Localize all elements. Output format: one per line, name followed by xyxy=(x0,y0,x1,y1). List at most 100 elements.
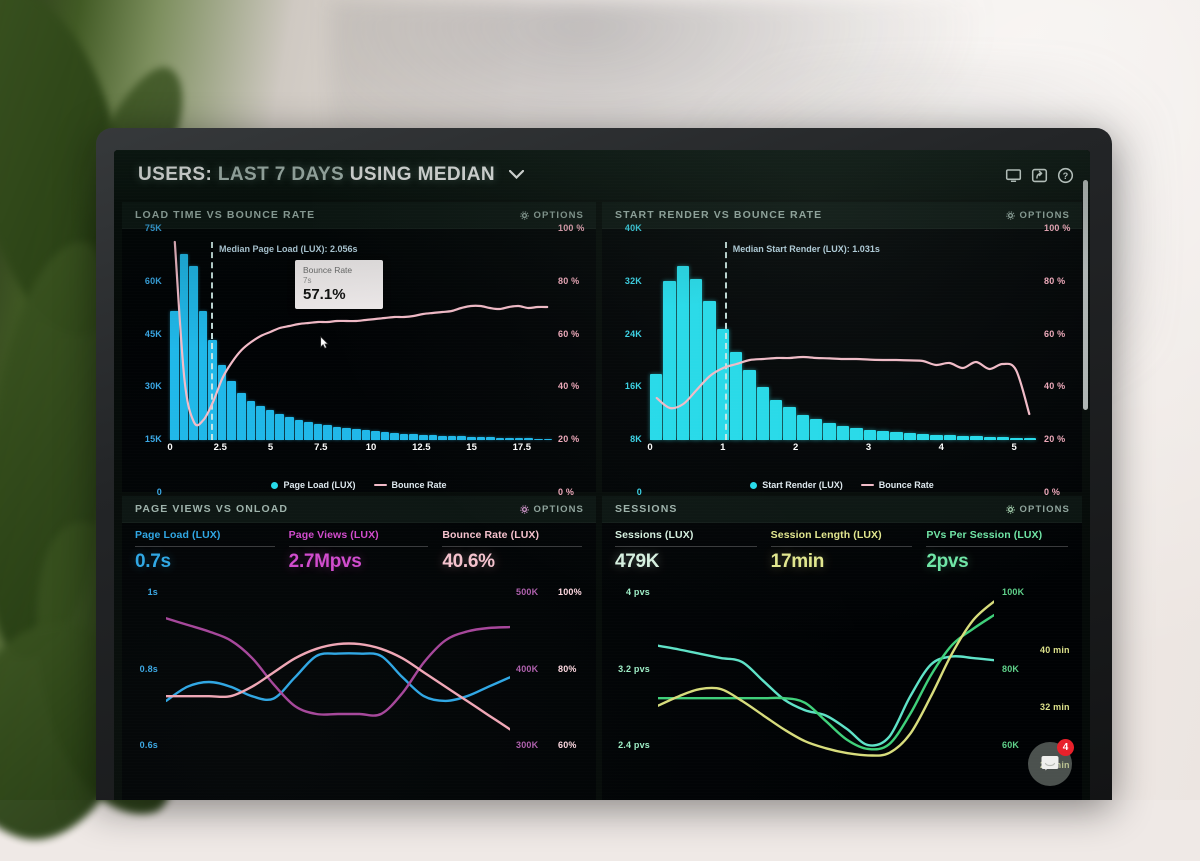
histogram-bar[interactable] xyxy=(332,426,342,440)
histogram-bar[interactable] xyxy=(198,310,208,440)
histogram-bar[interactable] xyxy=(438,435,447,440)
histogram-bar[interactable] xyxy=(663,280,676,440)
histogram-bar[interactable] xyxy=(876,431,890,440)
histogram-bar[interactable] xyxy=(690,279,703,440)
metric-card[interactable]: Page Views (LUX) 2.7Mpvs xyxy=(288,529,443,573)
histogram-bar[interactable] xyxy=(447,435,457,440)
options-button[interactable]: OPTIONS xyxy=(519,210,584,221)
histogram-bar[interactable] xyxy=(227,380,237,440)
metric-card[interactable]: Session Length (LUX) 17min xyxy=(770,529,927,573)
histogram-bar[interactable] xyxy=(783,407,796,440)
histogram-bar[interactable] xyxy=(836,425,850,440)
histogram-bar[interactable] xyxy=(930,434,943,440)
histogram-bar[interactable] xyxy=(756,386,770,440)
options-button[interactable]: OPTIONS xyxy=(519,504,584,515)
histogram-bar[interactable] xyxy=(996,437,1010,440)
metric-card[interactable]: Sessions (LUX) 479K xyxy=(615,529,771,573)
histogram-bar[interactable] xyxy=(284,417,294,440)
histogram-bar[interactable] xyxy=(1023,437,1036,440)
histogram-bar[interactable] xyxy=(476,437,486,440)
histogram-bar[interactable] xyxy=(703,301,716,440)
histogram-bar[interactable] xyxy=(810,419,823,440)
histogram-bar[interactable] xyxy=(943,435,956,440)
histogram-bar[interactable] xyxy=(323,425,332,440)
options-button[interactable]: OPTIONS xyxy=(1005,504,1070,515)
legend-item[interactable]: Page Load (LUX) xyxy=(271,480,356,490)
metric-card[interactable]: PVs Per Session (LUX) 2pvs xyxy=(926,529,1082,573)
page-scrollbar[interactable] xyxy=(1083,180,1088,410)
page-title[interactable]: USERS: LAST 7 DAYS USING MEDIAN xyxy=(138,164,524,186)
histogram-bar[interactable] xyxy=(304,421,313,440)
page-load-histogram[interactable] xyxy=(170,238,553,440)
histogram-bar[interactable] xyxy=(1010,437,1023,440)
panel-body: 0 8K 16K 24K 32K 40K 0 % 20 % 40 % 60 % 80 % 100 %… xyxy=(602,223,1082,497)
histogram-bar[interactable] xyxy=(246,400,256,440)
histogram-bar[interactable] xyxy=(361,430,371,440)
metric-card[interactable]: Bounce Rate (LUX) 40.6% xyxy=(442,529,596,573)
histogram-bar[interactable] xyxy=(256,406,265,440)
histogram-bar[interactable] xyxy=(170,310,179,440)
histogram-bar[interactable] xyxy=(237,392,246,440)
histogram-bar[interactable] xyxy=(796,414,810,440)
histogram-bar[interactable] xyxy=(730,352,743,440)
monitor-icon[interactable] xyxy=(1005,167,1022,184)
histogram-bar[interactable] xyxy=(351,429,361,440)
plot-area[interactable]: Median Start Render (LUX): 1.031s xyxy=(650,238,1036,440)
svg-text:?: ? xyxy=(1063,171,1068,181)
histogram-bar[interactable] xyxy=(294,419,304,440)
histogram-bar[interactable] xyxy=(543,438,553,440)
histogram-bar[interactable] xyxy=(524,438,533,440)
histogram-bar[interactable] xyxy=(275,414,284,440)
histogram-bar[interactable] xyxy=(409,434,419,440)
histogram-bar[interactable] xyxy=(466,436,476,440)
histogram-bar[interactable] xyxy=(457,436,466,440)
histogram-bar[interactable] xyxy=(390,433,399,440)
histogram-bar[interactable] xyxy=(380,432,390,440)
histogram-bar[interactable] xyxy=(179,254,189,440)
histogram-bar[interactable] xyxy=(743,370,756,440)
histogram-bar[interactable] xyxy=(823,422,836,440)
legend-item[interactable]: Start Render (LUX) xyxy=(750,480,843,490)
legend-label: Start Render (LUX) xyxy=(762,480,843,490)
histogram-bar[interactable] xyxy=(505,437,514,440)
histogram-bar[interactable] xyxy=(863,429,876,440)
histogram-bar[interactable] xyxy=(533,438,543,440)
histogram-bar[interactable] xyxy=(770,399,783,440)
start-render-histogram[interactable] xyxy=(650,238,1036,440)
histogram-bar[interactable] xyxy=(916,434,930,440)
plot-area[interactable]: Median Page Load (LUX): 2.056s Bounce Ra… xyxy=(170,238,553,440)
histogram-bar[interactable] xyxy=(419,434,428,440)
sparkline-group xyxy=(658,592,994,772)
histogram-bar[interactable] xyxy=(428,435,438,440)
chevron-down-icon[interactable] xyxy=(508,163,524,185)
histogram-bar[interactable] xyxy=(903,433,916,440)
histogram-bar[interactable] xyxy=(265,410,275,440)
histogram-bar[interactable] xyxy=(495,437,505,440)
legend-item[interactable]: Bounce Rate xyxy=(860,480,934,490)
histogram-bar[interactable] xyxy=(399,433,409,440)
histogram-bar[interactable] xyxy=(850,428,863,440)
histogram-bar[interactable] xyxy=(676,265,690,440)
histogram-bar[interactable] xyxy=(313,423,323,440)
histogram-bar[interactable] xyxy=(371,431,380,440)
options-button[interactable]: OPTIONS xyxy=(1005,210,1070,221)
legend-item[interactable]: Bounce Rate xyxy=(373,480,447,490)
histogram-bar[interactable] xyxy=(486,437,495,440)
metric-label: PVs Per Session (LUX) xyxy=(926,529,1043,541)
histogram-bar[interactable] xyxy=(342,428,351,440)
histogram-bar[interactable] xyxy=(189,266,198,440)
help-icon[interactable]: ? xyxy=(1057,167,1074,184)
metric-card[interactable]: Page Load (LUX) 0.7s xyxy=(135,529,289,573)
histogram-bar[interactable] xyxy=(890,432,903,440)
share-icon[interactable] xyxy=(1031,167,1048,184)
histogram-bar[interactable] xyxy=(650,374,663,440)
histogram-bar[interactable] xyxy=(970,436,983,440)
histogram-bar[interactable] xyxy=(956,435,970,440)
histogram-bar[interactable] xyxy=(514,438,524,440)
histogram-bar[interactable] xyxy=(217,364,227,440)
chat-bubble-button[interactable]: 4 xyxy=(1028,739,1074,786)
histogram-bar[interactable] xyxy=(983,436,996,440)
